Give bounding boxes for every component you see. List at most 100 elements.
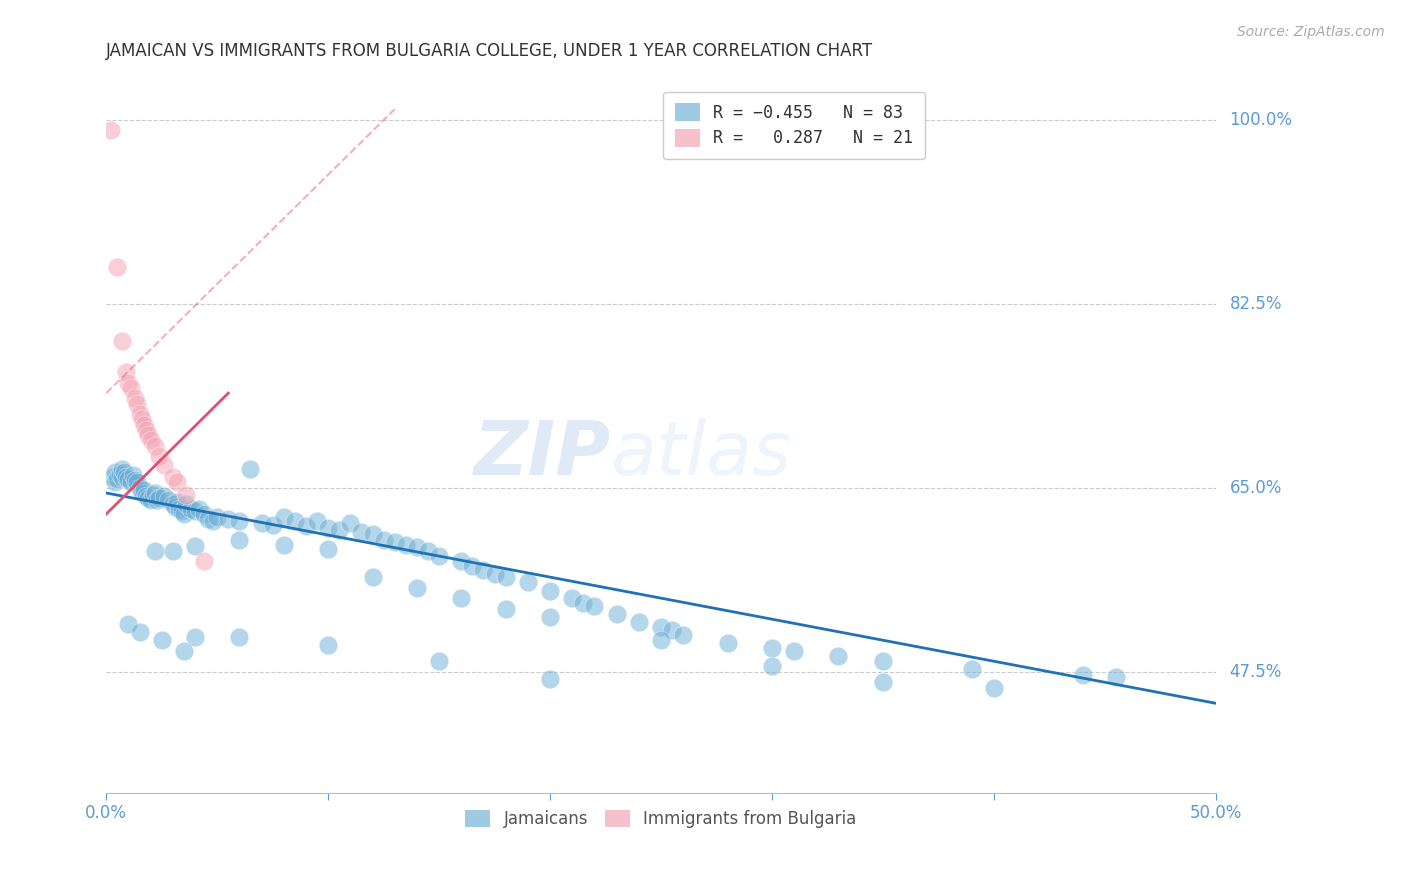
Point xyxy=(174,488,197,502)
Point xyxy=(173,507,195,521)
Point xyxy=(960,662,983,676)
Point xyxy=(273,510,295,524)
Point xyxy=(983,681,1005,695)
Point xyxy=(127,396,149,410)
Point xyxy=(105,260,128,274)
Point xyxy=(128,624,150,639)
Point xyxy=(193,507,215,521)
Point xyxy=(761,640,783,655)
Point xyxy=(127,475,149,490)
Point xyxy=(188,501,211,516)
Point xyxy=(328,523,350,537)
Point xyxy=(100,123,122,137)
Point xyxy=(184,504,207,518)
Text: Source: ZipAtlas.com: Source: ZipAtlas.com xyxy=(1237,25,1385,39)
Point xyxy=(148,449,170,463)
Point xyxy=(124,392,146,406)
Point xyxy=(583,599,606,613)
Point xyxy=(761,659,783,673)
Point xyxy=(1105,670,1128,684)
Point xyxy=(128,407,150,421)
Point xyxy=(339,516,361,531)
Point xyxy=(316,541,339,556)
Point xyxy=(169,501,191,516)
Text: ZIP: ZIP xyxy=(474,417,612,491)
Point xyxy=(111,462,134,476)
Point xyxy=(239,462,262,476)
Point xyxy=(461,558,484,573)
Point xyxy=(295,518,318,533)
Point xyxy=(384,535,406,549)
Point xyxy=(104,465,127,479)
Point xyxy=(108,467,131,481)
Point xyxy=(395,537,418,551)
Point xyxy=(117,472,139,486)
Point xyxy=(672,628,695,642)
Point xyxy=(138,491,160,506)
Point xyxy=(538,672,561,686)
Point xyxy=(135,489,157,503)
Point xyxy=(561,591,583,606)
Point xyxy=(627,615,650,630)
Point xyxy=(115,470,138,484)
Point xyxy=(128,481,150,495)
Point xyxy=(1071,668,1094,682)
Point xyxy=(661,623,683,637)
Point xyxy=(373,533,395,548)
Point xyxy=(361,570,384,584)
Point xyxy=(173,643,195,657)
Point xyxy=(197,512,219,526)
Point xyxy=(117,617,139,632)
Point xyxy=(406,540,429,554)
Point xyxy=(104,475,127,490)
Point xyxy=(273,537,295,551)
Point xyxy=(135,423,157,437)
Point xyxy=(427,654,450,668)
Point xyxy=(284,515,307,529)
Point xyxy=(606,607,628,621)
Point xyxy=(162,496,184,510)
Point xyxy=(716,636,738,650)
Point xyxy=(228,533,250,548)
Point xyxy=(143,439,166,453)
Point xyxy=(516,575,538,590)
Point xyxy=(105,472,128,486)
Point xyxy=(538,583,561,598)
Point xyxy=(572,596,595,610)
Point xyxy=(201,515,224,529)
Point xyxy=(111,470,134,484)
Point xyxy=(316,521,339,535)
Point xyxy=(115,365,138,379)
Point xyxy=(350,524,373,539)
Point xyxy=(872,675,894,690)
Point xyxy=(132,483,155,497)
Point xyxy=(495,570,517,584)
Point xyxy=(174,496,197,510)
Point xyxy=(495,601,517,615)
Point xyxy=(101,470,124,484)
Point xyxy=(250,516,273,531)
Legend: Jamaicans, Immigrants from Bulgaria: Jamaicans, Immigrants from Bulgaria xyxy=(458,803,863,835)
Point xyxy=(872,654,894,668)
Point xyxy=(166,495,188,509)
Point xyxy=(120,475,142,490)
Point xyxy=(157,493,180,508)
Text: JAMAICAN VS IMMIGRANTS FROM BULGARIA COLLEGE, UNDER 1 YEAR CORRELATION CHART: JAMAICAN VS IMMIGRANTS FROM BULGARIA COL… xyxy=(107,42,873,60)
Point xyxy=(450,591,472,606)
Point xyxy=(153,489,176,503)
Point xyxy=(112,465,135,479)
Point xyxy=(162,544,184,558)
Point xyxy=(143,544,166,558)
Point xyxy=(427,549,450,563)
Point xyxy=(193,554,215,568)
Point xyxy=(184,630,207,644)
Text: 82.5%: 82.5% xyxy=(1230,294,1282,313)
Point xyxy=(472,563,495,577)
Text: atlas: atlas xyxy=(612,418,793,490)
Point xyxy=(162,470,184,484)
Text: 47.5%: 47.5% xyxy=(1230,663,1282,681)
Point xyxy=(180,501,202,516)
Point xyxy=(170,504,193,518)
Point xyxy=(205,510,228,524)
Point xyxy=(139,434,162,448)
